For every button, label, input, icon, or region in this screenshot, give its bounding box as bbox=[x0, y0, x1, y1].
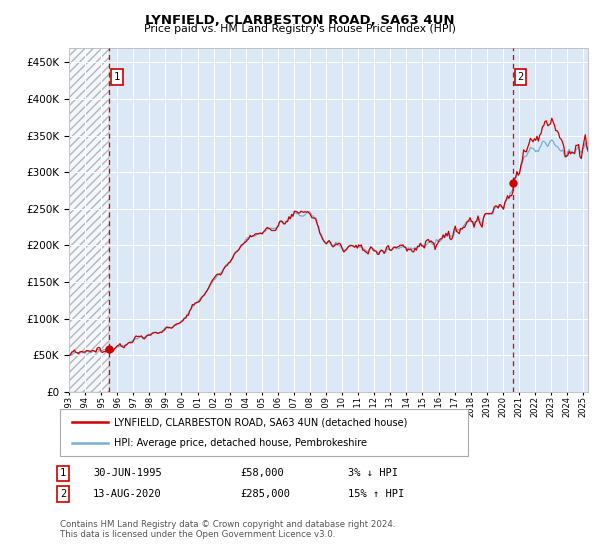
Text: HPI: Average price, detached house, Pembrokeshire: HPI: Average price, detached house, Pemb… bbox=[114, 438, 367, 448]
Text: 15% ↑ HPI: 15% ↑ HPI bbox=[348, 489, 404, 499]
Text: 2: 2 bbox=[60, 489, 66, 499]
Text: 13-AUG-2020: 13-AUG-2020 bbox=[93, 489, 162, 499]
Text: Price paid vs. HM Land Registry's House Price Index (HPI): Price paid vs. HM Land Registry's House … bbox=[144, 24, 456, 34]
Text: £58,000: £58,000 bbox=[240, 468, 284, 478]
Text: £285,000: £285,000 bbox=[240, 489, 290, 499]
Text: 3% ↓ HPI: 3% ↓ HPI bbox=[348, 468, 398, 478]
Text: 2: 2 bbox=[518, 72, 524, 82]
Text: 1: 1 bbox=[60, 468, 66, 478]
Text: LYNFIELD, CLARBESTON ROAD, SA63 4UN: LYNFIELD, CLARBESTON ROAD, SA63 4UN bbox=[145, 14, 455, 27]
Text: 1: 1 bbox=[114, 72, 120, 82]
Text: LYNFIELD, CLARBESTON ROAD, SA63 4UN (detached house): LYNFIELD, CLARBESTON ROAD, SA63 4UN (det… bbox=[114, 417, 407, 427]
Text: Contains HM Land Registry data © Crown copyright and database right 2024.
This d: Contains HM Land Registry data © Crown c… bbox=[60, 520, 395, 539]
Text: 30-JUN-1995: 30-JUN-1995 bbox=[93, 468, 162, 478]
Bar bbox=[69, 48, 109, 392]
